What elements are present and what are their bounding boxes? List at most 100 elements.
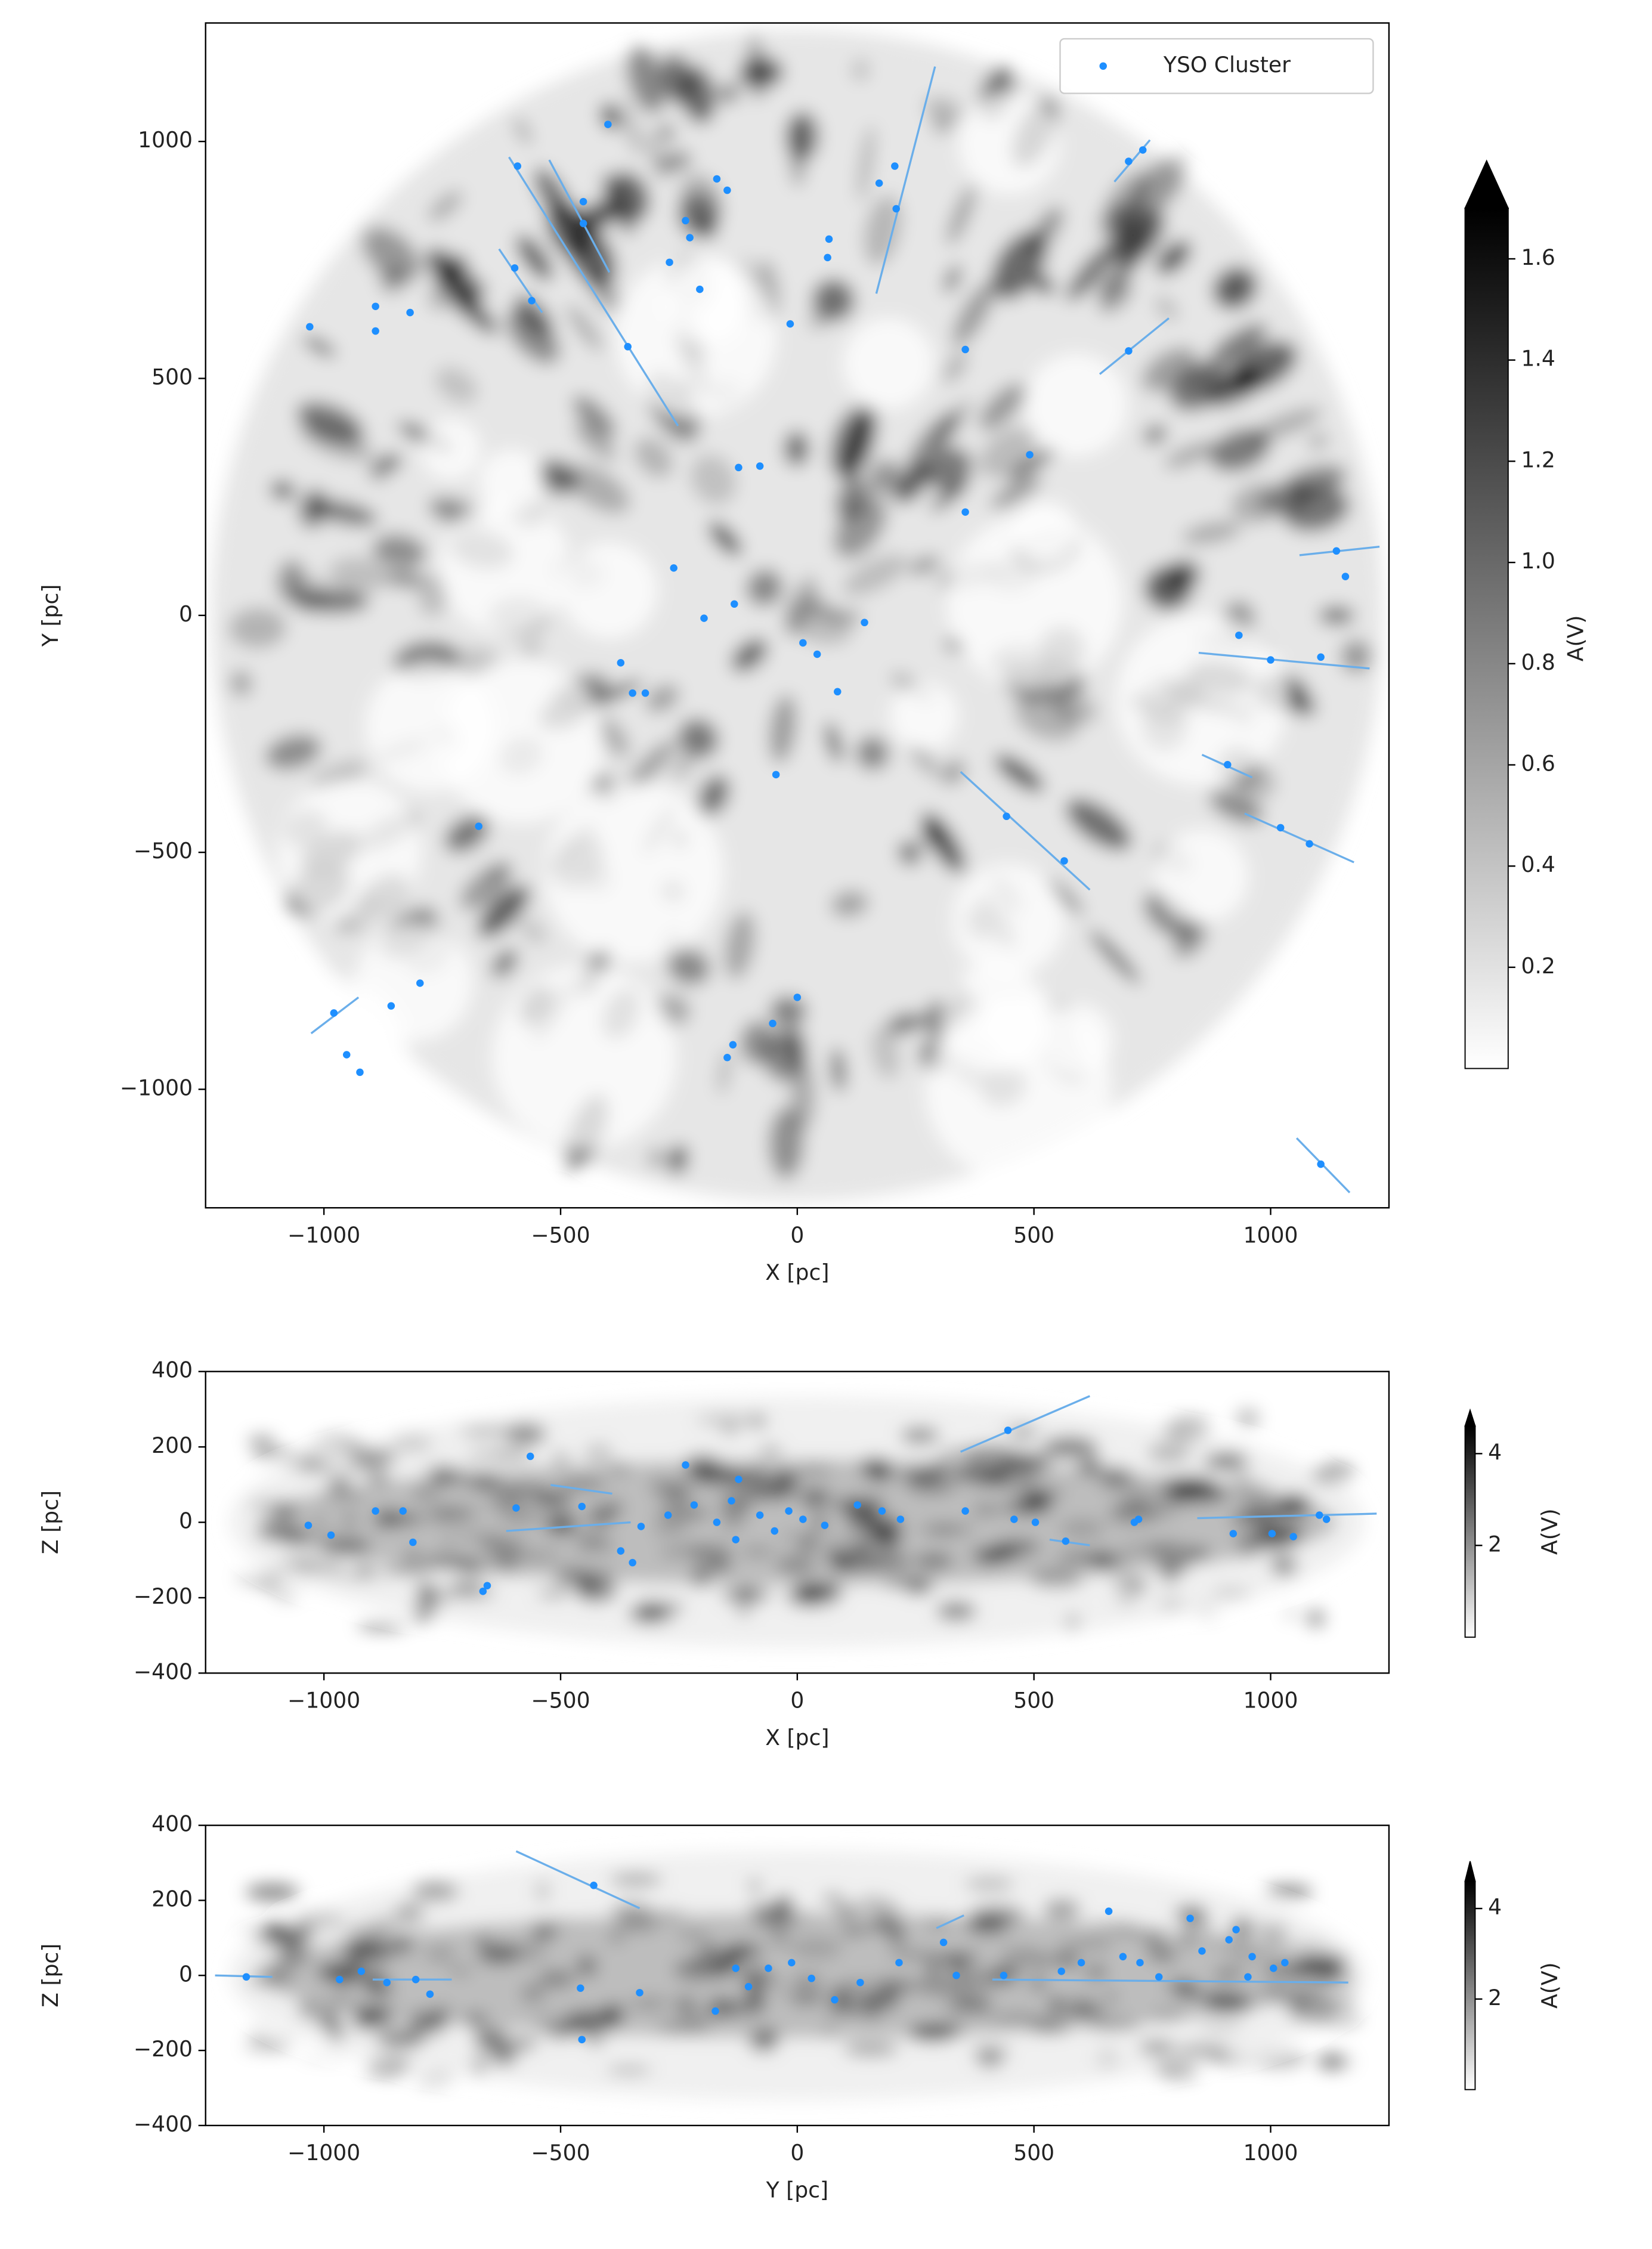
colorbar-tick-label: 4 [1488,1894,1502,1920]
yso-point [528,296,536,305]
yso-point [793,994,802,1001]
dust-clump [898,840,922,866]
y-tick-label: 400 [151,1811,193,1837]
yso-point [1316,1511,1323,1519]
dust-clump [1341,639,1372,673]
dust-clump [284,1455,313,1469]
yso-point [1225,1936,1233,1944]
dust-void [366,662,496,792]
dust-clump [1147,1441,1191,1464]
dust-clump [513,117,533,145]
y-tick-label: −200 [134,1583,193,1609]
dust-clump [771,1978,783,1990]
dust-clump [1001,1949,1040,1956]
dust-clump [769,694,797,763]
dust-clump [864,194,902,266]
dust-clump [1303,1956,1347,1973]
yso-point [834,688,842,696]
yso-point [713,175,721,183]
dust-clump [1143,424,1167,445]
dust-void [665,260,748,344]
dust-clump [520,1982,545,2004]
dust-clump [669,1478,683,1489]
y-tick-label: −400 [134,2111,193,2137]
dust-clump [840,408,877,480]
dust-clump [1042,1436,1098,1459]
yso-point [799,1515,807,1523]
dust-clump [564,221,616,288]
dust-clump [1121,1496,1149,1508]
dust-clump [491,949,518,977]
dust-clump [1182,521,1242,545]
dust-clump [448,1968,472,1974]
y-tick-label: −500 [134,838,193,864]
yso-point [641,689,649,697]
dust-clump [573,395,616,438]
dust-clump [1141,347,1198,392]
legend-label: YSO Cluster [1163,52,1291,78]
colorbar-tick-label: 0.2 [1521,953,1555,979]
dust-clump [310,1513,328,1536]
yso-point [577,1984,584,1992]
colorbar-extension [1464,1861,1476,1882]
dust-clump [656,1506,711,1520]
error-segment [1244,812,1354,864]
dust-clump [962,1444,1017,1467]
dust-clump [463,2013,488,2028]
dust-clump [842,554,908,596]
dust-clump [406,2011,444,2033]
dust-clump [513,294,553,338]
dust-clump [1089,929,1140,985]
legend-box [1059,38,1374,94]
yso-point [700,614,708,622]
dust-clump [1228,1470,1254,1487]
dust-clump [273,1582,301,1602]
dust-clump [831,890,868,918]
dust-clump [267,1934,307,1947]
dust-clump [265,734,321,770]
dust-clump [358,1621,407,1631]
dust-clump [722,1586,771,1604]
yso-point [878,1507,886,1515]
dust-clump [328,557,389,593]
dust-clump [667,1144,689,1175]
x-tick-label: 1000 [1243,1688,1298,1713]
dust-clump [1150,2011,1187,2021]
yso-point [1198,1947,1206,1955]
yso-point [1125,157,1133,165]
dust-clump [868,459,903,495]
yso-point [426,1990,434,1998]
y-tick-label: 500 [151,364,193,390]
dust-clump [886,1012,924,1035]
error-segment [992,1978,1348,1984]
dust-clump [800,1487,831,1508]
yso-point [961,1507,969,1515]
dust-clump [416,2071,455,2085]
yso-point [831,1996,839,2004]
dust-clump [1108,1504,1159,1524]
dust-clump [1033,275,1055,295]
dust-clump [1147,1509,1177,1516]
dust-clump [992,1540,1041,1554]
x-tick-label: 0 [790,1688,804,1713]
x-tick-label: −1000 [287,1688,360,1713]
dust-clump [908,2027,957,2042]
dust-clump [1118,221,1149,252]
dust-void [479,450,543,513]
dust-clump [706,1553,732,1573]
yso-point [1270,1965,1277,1972]
dust-clump [938,1453,955,1467]
dust-clump [1031,1976,1046,1990]
dust-clump [552,1450,570,1467]
yso-point [686,234,694,242]
x-tick-label: −500 [531,1688,590,1713]
dust-clump [1065,1997,1099,2019]
error-segment [1099,317,1170,375]
dust-clump [1103,1992,1118,2001]
dust-clump [1087,2019,1142,2031]
dust-clump [1072,1937,1115,1949]
dust-clump [1160,1496,1192,1505]
yso-point [744,1982,753,1991]
x-tick-label: 1000 [1243,2140,1298,2166]
dust-void [947,513,1123,689]
